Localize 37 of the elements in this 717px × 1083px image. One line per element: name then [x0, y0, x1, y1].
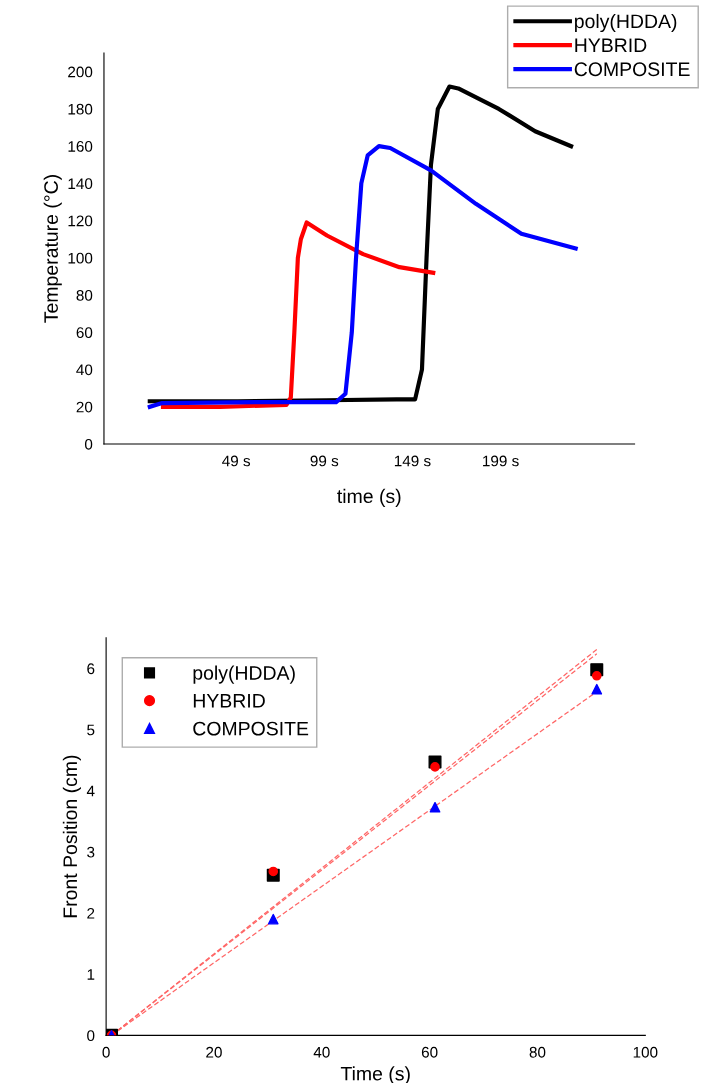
y-tick-label: 180 — [68, 103, 93, 115]
y-tick-label: 20 — [76, 401, 93, 413]
x-axis-title: time (s) — [337, 488, 401, 507]
y-tick-label: 80 — [76, 289, 93, 301]
x-tick-label: 20 — [206, 1046, 222, 1058]
legend-label: HYBRID — [193, 694, 265, 708]
x-tick-label: 60 — [421, 1046, 438, 1058]
x-tick-label: 199 s — [483, 455, 519, 467]
y-tick-label: 0 — [84, 438, 93, 450]
y-tick-label: 1 — [87, 969, 95, 980]
y-tick-label: 60 — [76, 327, 93, 339]
legend-label: poly(HDDA) — [575, 13, 677, 33]
y-tick-label: 160 — [68, 141, 93, 152]
x-tick-label: 40 — [313, 1046, 330, 1058]
y-tick-label: 200 — [68, 66, 93, 78]
y-tick-label: 2 — [87, 907, 95, 919]
y-axis-title: Front Position (cm) — [62, 755, 81, 918]
y-tick-label: 40 — [76, 364, 93, 376]
x-tick-label: 80 — [529, 1046, 546, 1058]
y-axis-title: Temperature (°C) — [43, 175, 62, 323]
legend-label: COMPOSITE — [574, 62, 690, 77]
y-tick-label: 3 — [87, 846, 95, 858]
x-tick-label: 0 — [102, 1046, 110, 1058]
y-tick-label: 100 — [68, 252, 93, 264]
y-tick-label: 120 — [68, 215, 93, 227]
y-tick-label: 6 — [87, 663, 95, 675]
x-tick-label: 149 s — [394, 455, 431, 467]
legend-label: poly(HDDA) — [193, 665, 295, 684]
y-tick-label: 4 — [86, 785, 95, 797]
x-tick-label: 99 s — [310, 455, 339, 467]
legend-label: COMPOSITE — [193, 721, 309, 736]
y-tick-label: 140 — [68, 178, 93, 190]
legend-label: HYBRID — [575, 38, 647, 52]
x-tick-label: 100 — [633, 1046, 658, 1058]
x-tick-label: 49 s — [222, 455, 251, 467]
y-tick-label: 0 — [87, 1030, 95, 1042]
y-tick-label: 5 — [87, 724, 95, 736]
